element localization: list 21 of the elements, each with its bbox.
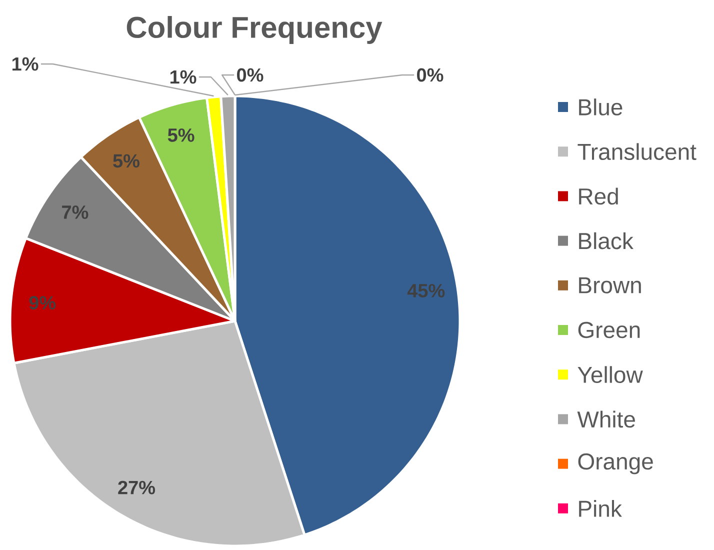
text: 0%	[237, 68, 264, 82]
data-label: 5%	[113, 154, 140, 168]
data-label: 45%	[407, 284, 445, 298]
legend-label: Yellow	[578, 366, 643, 384]
legend-label: Translucent	[578, 143, 696, 160]
data-label: 1%	[170, 70, 196, 84]
data-label: 9%	[29, 296, 56, 310]
legend-label: Black	[579, 232, 634, 250]
legend-label: Brown	[579, 277, 641, 294]
data-label: 5%	[168, 128, 194, 142]
legend-label: Green	[578, 322, 640, 338]
legend-label: White	[577, 410, 635, 428]
data-label: 7%	[62, 206, 88, 219]
chart-title: Colour Frequency	[126, 16, 382, 44]
legend-label: Blue	[579, 98, 622, 116]
data-label: 27%	[118, 480, 156, 494]
legend-label: Pink	[579, 500, 622, 517]
text: 0%	[417, 68, 444, 82]
data-label: 1%	[12, 57, 38, 71]
legend-label: Red	[579, 188, 618, 205]
legend-label: Orange	[578, 453, 653, 474]
